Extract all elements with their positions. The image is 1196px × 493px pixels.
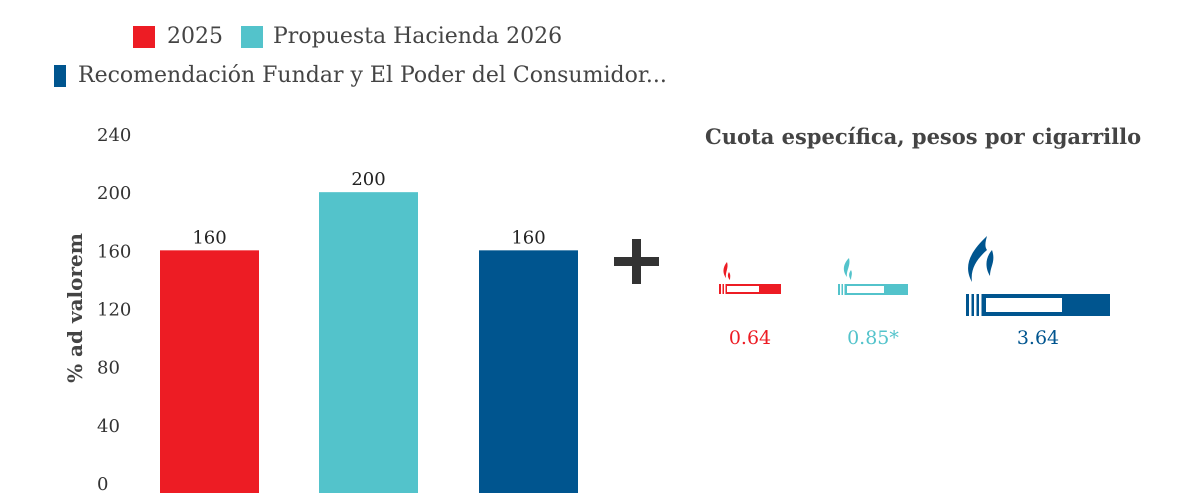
y-tick-label: 240	[97, 125, 131, 146]
legend-swatch-fundar	[54, 64, 66, 87]
bars	[160, 192, 578, 493]
legend-swatch-2025	[133, 25, 155, 48]
legend-item-hacienda: Propuesta Hacienda 2026	[241, 24, 562, 49]
bar-3	[479, 250, 578, 493]
y-tick-label: 160	[97, 241, 131, 262]
y-axis-title: % ad valorem	[63, 233, 87, 383]
cigarette-icon-fundar	[966, 236, 1110, 316]
plus-icon	[614, 239, 659, 284]
y-tick-label: 120	[97, 300, 131, 321]
y-tick-label: 80	[97, 358, 120, 379]
quota-value-2025: 0.64	[728, 327, 772, 349]
legend-item-2025: 2025	[133, 24, 223, 49]
quota-title: Cuota específica, pesos por cigarrillo	[705, 124, 1142, 149]
y-axis-ticks: 0 40 80 120 160 200 240	[97, 125, 131, 493]
y-tick-label: 0	[97, 474, 108, 493]
quota-value-hacienda-2026: 0.85*	[847, 327, 899, 349]
legend-label-hacienda: Propuesta Hacienda 2026	[273, 24, 563, 49]
cigarette-icon-hacienda-2026	[838, 258, 908, 295]
legend-label-2025: 2025	[167, 24, 223, 49]
bar-value-label-1: 160	[192, 227, 226, 248]
cigarette-icon-2025	[719, 262, 781, 294]
bar-value-label-3: 160	[511, 227, 545, 248]
data-labels: 160 200 160	[192, 169, 545, 248]
quota-value-fundar: 3.64	[1016, 327, 1060, 349]
legend-swatch-hacienda	[241, 25, 263, 48]
y-tick-label: 40	[97, 416, 120, 437]
legend-item-fundar: Recomendación Fundar y El Poder del Cons…	[54, 63, 667, 88]
bar-value-label-2: 200	[351, 169, 385, 190]
y-tick-label: 200	[97, 183, 131, 204]
bar-1	[160, 250, 259, 493]
legend-label-fundar: Recomendación Fundar y El Poder del Cons…	[78, 63, 667, 88]
bar-2	[319, 192, 418, 493]
